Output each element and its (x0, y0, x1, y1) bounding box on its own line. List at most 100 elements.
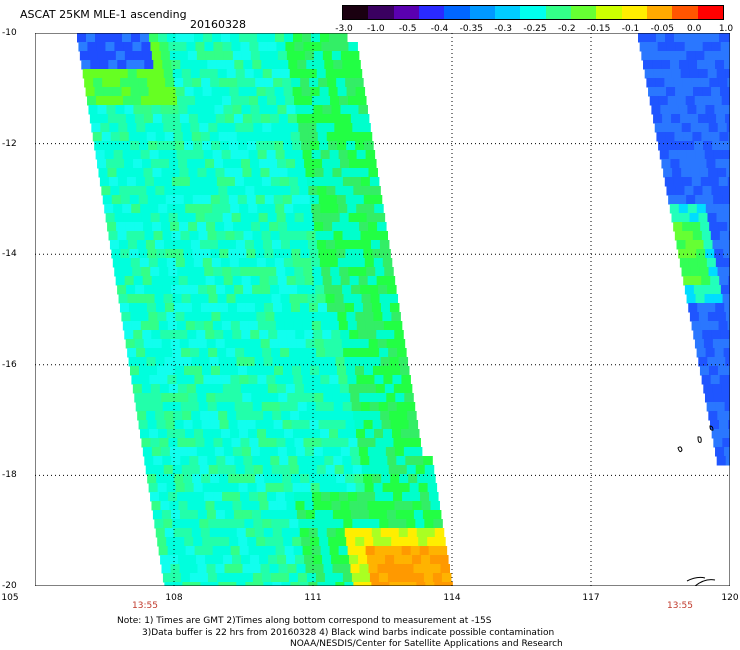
swath-cell (170, 222, 180, 232)
swath-cell (650, 51, 660, 61)
swath-cell (139, 141, 149, 151)
swath-cell (140, 33, 150, 43)
swath-cell (701, 375, 712, 385)
swath-cell (313, 159, 323, 169)
swath-cell (292, 537, 302, 547)
swath-cell (203, 546, 214, 556)
swath-cell (269, 510, 280, 520)
swath-cell (178, 276, 189, 286)
swath-cell (263, 357, 274, 367)
swath-cell (349, 105, 359, 115)
swath-cell (276, 384, 287, 394)
swath-cell (134, 339, 145, 349)
swath-cell (261, 402, 272, 412)
swath-cell (333, 231, 344, 241)
swath-cell (408, 420, 419, 430)
swath-cell (356, 204, 366, 214)
swath-cell (695, 294, 706, 304)
swath-cell (406, 519, 416, 529)
swath-cell (202, 312, 212, 322)
swath-cell (153, 231, 164, 241)
swath-cell (110, 132, 121, 142)
swath-cell (192, 249, 202, 259)
swath-cell (179, 393, 189, 403)
swath-cell (253, 240, 264, 250)
swath-cell (320, 204, 330, 214)
swath-cell (158, 33, 168, 43)
swath-cell (207, 231, 218, 241)
swath-cell (360, 285, 370, 295)
swath-cell (221, 150, 232, 160)
swath-cell (694, 141, 704, 151)
swath-cell (329, 429, 339, 439)
swath-cell (150, 384, 161, 394)
swath-cell (248, 546, 259, 556)
swath-cell (713, 195, 723, 205)
swath-cell (663, 123, 674, 133)
swath-cell (397, 465, 408, 475)
swath-cell (273, 249, 283, 259)
swath-cell (356, 321, 367, 331)
swath-cell (264, 420, 275, 430)
swath-cell (229, 141, 239, 151)
swath-cell (187, 555, 197, 565)
swath-cell (168, 96, 178, 106)
swath-cell (279, 177, 290, 187)
swath-cell (368, 564, 378, 574)
swath-cell (151, 159, 161, 169)
swath-cell (301, 312, 311, 322)
swath-cell (401, 375, 411, 385)
swath-cell (359, 564, 369, 574)
swath-cell (247, 312, 257, 322)
swath-cell (339, 267, 349, 277)
swath-cell (134, 114, 145, 124)
swath-cell (153, 60, 163, 70)
swath-map (35, 33, 730, 586)
swath-cell (188, 339, 199, 349)
swath-cell (305, 222, 315, 232)
swath-cell (155, 357, 166, 367)
swath-cell (338, 321, 349, 331)
swath-cell (401, 429, 411, 439)
swath-cell (243, 231, 254, 241)
swath-cell (202, 87, 213, 97)
swath-cell (703, 141, 713, 151)
swath-cell (213, 96, 223, 106)
swath-cell (683, 276, 693, 286)
swath-cell (230, 429, 240, 439)
swath-cell (305, 168, 315, 178)
swath-cell (270, 60, 280, 70)
swath-cell (353, 186, 363, 196)
swath-cell (297, 573, 308, 583)
swath-cell (298, 465, 309, 475)
swath-cell (682, 222, 692, 232)
swath-cell (709, 78, 719, 88)
swath-cell (150, 267, 160, 277)
swath-cell (339, 492, 349, 502)
swath-cell (724, 447, 730, 457)
swath-cell (395, 510, 406, 520)
swath-cell (134, 393, 144, 403)
swath-cell (258, 492, 268, 502)
swath-cell (147, 474, 157, 484)
swath-cell (201, 420, 212, 430)
swath-cell (293, 546, 304, 556)
swath-cell (295, 501, 305, 511)
swath-cell (221, 375, 231, 385)
colorbar-label: -0.25 (523, 24, 547, 34)
swath-cell (336, 195, 347, 205)
swath-cell (313, 105, 323, 115)
swath-cell (271, 519, 281, 529)
swath-cell (665, 132, 675, 142)
swath-cell (156, 420, 167, 430)
swath-cell (328, 87, 339, 97)
swath-cell (149, 429, 159, 439)
swath-cell (190, 240, 201, 250)
swath-cell (307, 294, 318, 304)
y-tick-label: -12 (2, 138, 17, 149)
swath-cell (413, 510, 424, 520)
swath-cell (689, 114, 699, 124)
swath-cell (180, 285, 190, 295)
swath-cell (290, 186, 300, 196)
swath-cell (286, 330, 296, 340)
